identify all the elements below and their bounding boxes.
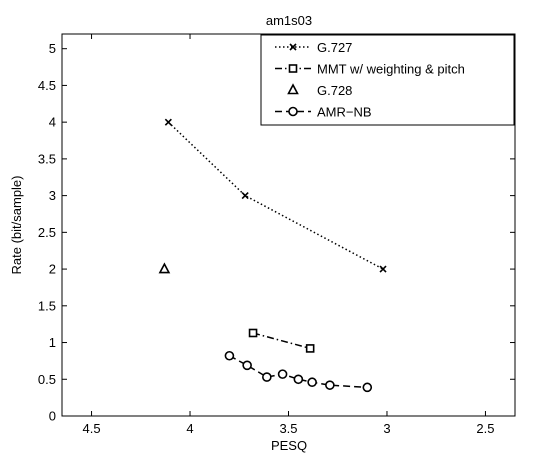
- data-point: [362, 382, 373, 393]
- data-point: [164, 118, 172, 126]
- series-amr-nb: [224, 350, 373, 393]
- y-tick-label: 2: [49, 262, 56, 277]
- y-tick-label: 4.5: [38, 78, 56, 93]
- y-tick-label: 1.5: [38, 298, 56, 313]
- series-line: [167, 121, 384, 270]
- data-point: [262, 372, 272, 382]
- x-tick-label: 4: [186, 421, 193, 436]
- data-point: [241, 192, 249, 200]
- y-tick-label: 0.5: [38, 372, 56, 387]
- data-point: [379, 265, 387, 273]
- legend-marker: [287, 83, 299, 95]
- data-point: [242, 360, 252, 371]
- data-point: [277, 369, 288, 379]
- marker-stroke: [289, 43, 297, 51]
- legend-label: G.727: [317, 40, 352, 55]
- series-g-727: [164, 118, 387, 273]
- data-point: [158, 262, 171, 274]
- data-point: [325, 380, 335, 390]
- x-tick-label: 3.5: [279, 421, 297, 436]
- series-line: [252, 332, 311, 350]
- y-tick-label: 1: [49, 335, 56, 350]
- data-point: [305, 344, 315, 353]
- legend-item: G.728: [287, 83, 352, 98]
- marker-stroke: [241, 192, 249, 200]
- y-tick-label: 5: [49, 41, 56, 56]
- y-tick-label: 4: [49, 115, 56, 130]
- y-axis-label: Rate (bit/sample): [9, 176, 24, 275]
- series-mmt-w-weighting-pitch: [248, 328, 315, 353]
- y-tick-label: 3: [49, 188, 56, 203]
- x-axis-label: PESQ: [271, 438, 307, 453]
- legend-item: G.727: [275, 40, 352, 55]
- x-tick-label: 4.5: [83, 421, 101, 436]
- y-tick-label: 0: [49, 409, 56, 424]
- data-point: [224, 350, 235, 361]
- marker-stroke: [164, 118, 172, 126]
- x-tick-label: 3: [383, 421, 390, 436]
- legend-label: AMR−NB: [317, 105, 372, 120]
- legend-item: MMT w/ weighting & pitch: [275, 62, 465, 77]
- series-g-728: [158, 262, 171, 274]
- legend-marker: [288, 106, 298, 117]
- y-tick-label: 2.5: [38, 225, 56, 240]
- data-point: [307, 377, 317, 388]
- legend-box: [260, 34, 515, 126]
- marker-stroke: [379, 265, 387, 273]
- x-tick-label: 2.5: [476, 421, 494, 436]
- chart-title: am1s03: [266, 13, 312, 28]
- legend-marker: [288, 64, 298, 73]
- legend-label: G.728: [317, 83, 352, 98]
- legend: G.727 MMT w/ weighting & pitch G.728 AMR−NB: [260, 34, 515, 126]
- data-point: [248, 328, 258, 338]
- legend-item: AMR−NB: [275, 105, 372, 120]
- y-tick-label: 3.5: [38, 151, 56, 166]
- legend-marker: [289, 43, 297, 51]
- data-point: [293, 374, 304, 385]
- legend-label: MMT w/ weighting & pitch: [317, 62, 465, 77]
